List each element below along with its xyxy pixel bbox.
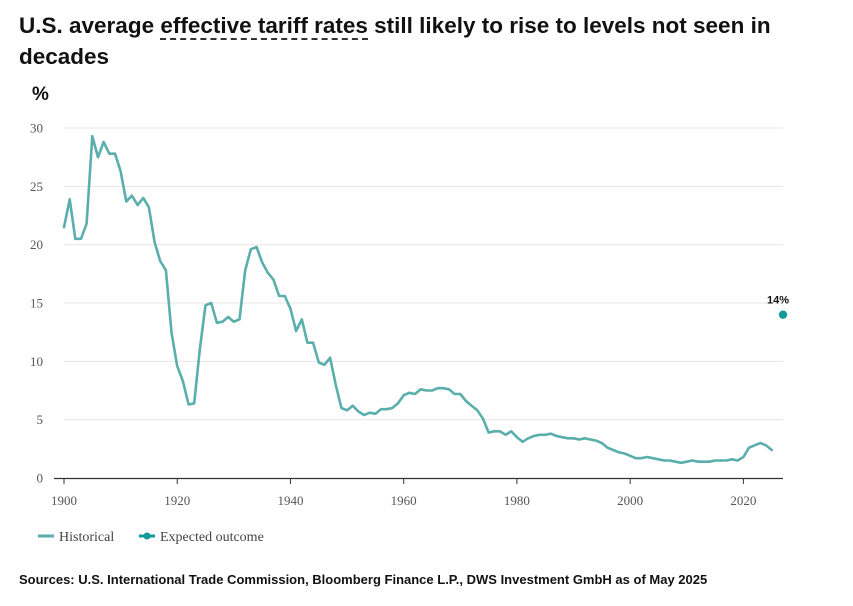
historical-series-line (62, 134, 773, 465)
grid-lines (64, 127, 783, 421)
y-tick-label: 30 (30, 121, 43, 136)
chart-legend: Historical Expected outcome (38, 530, 264, 545)
chart-title: U.S. average effective tariff rates stil… (19, 10, 819, 72)
expected-outcome-label: 14% (767, 295, 789, 307)
x-tick-label: 2000 (617, 493, 643, 508)
y-tick-label: 0 (37, 471, 44, 486)
source-note: Sources: U.S. International Trade Commis… (19, 572, 708, 587)
y-tick-label: 20 (30, 237, 43, 252)
x-tick-label: 1900 (51, 493, 77, 508)
y-tick-label: 5 (37, 412, 44, 427)
title-highlight-term[interactable]: effective tariff rates (160, 13, 368, 40)
x-tick-label: 1980 (504, 493, 530, 508)
title-tail: still likely to rise to levels not seen … (19, 13, 771, 69)
y-tick-label: 15 (30, 296, 43, 311)
y-tick-label: 10 (30, 354, 43, 369)
x-tick-label: 1920 (164, 493, 190, 508)
x-tick-label: 1940 (277, 493, 303, 508)
y-axis-unit-label: % (32, 84, 49, 105)
x-tick-label: 2020 (730, 493, 756, 508)
legend-label: Expected outcome (160, 530, 264, 545)
x-tick-label: 1960 (391, 493, 417, 508)
expected-outcome-point (778, 310, 788, 319)
series-layer: 14% (62, 134, 789, 465)
legend-marker-expected (143, 532, 151, 540)
line-chart: 0 5 10 15 20 25 30 1900 1920 1940 1960 1980 2000 2020… (30, 121, 789, 546)
title-lead: U.S. average (19, 13, 161, 38)
y-tick-label: 25 (30, 179, 43, 194)
x-axis: 0 5 10 15 20 25 30 1900 1920 1940 1960 1980 2000 2020 (30, 121, 783, 508)
legend-label: Historical (59, 530, 114, 545)
